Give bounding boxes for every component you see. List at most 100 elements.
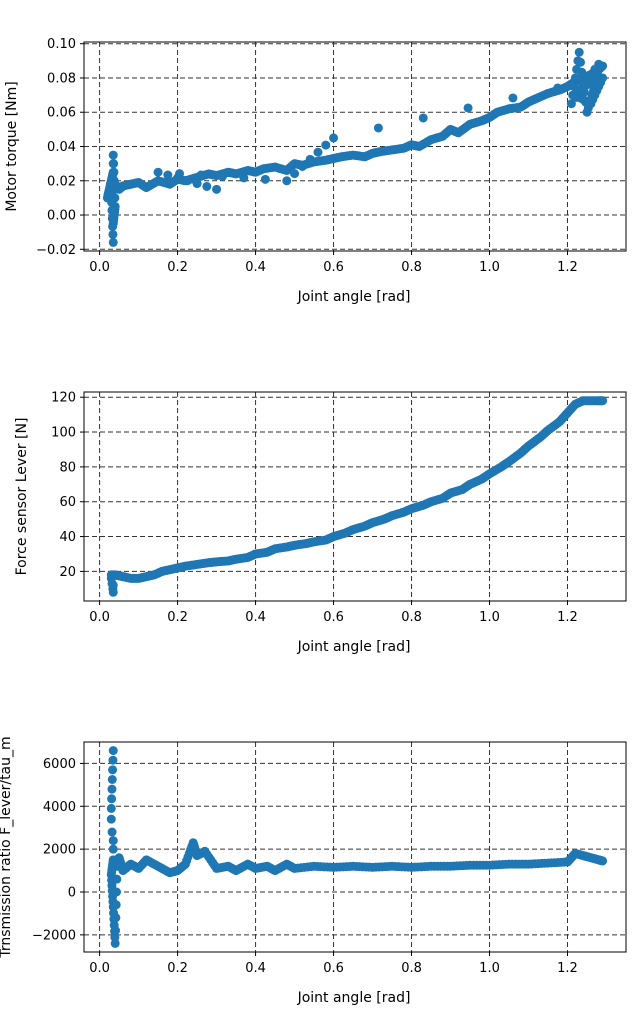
scatter-point bbox=[109, 159, 119, 169]
scatter-point bbox=[463, 103, 473, 113]
y-axis-label: Motor torque [Nm] bbox=[4, 81, 20, 211]
scatter-point bbox=[364, 862, 374, 872]
scatter-point bbox=[153, 167, 163, 177]
x-tick-label: 0.0 bbox=[89, 260, 110, 275]
scatter-point bbox=[111, 926, 121, 936]
scatter-point bbox=[173, 173, 183, 183]
scatter-point bbox=[107, 213, 117, 223]
scatter-point bbox=[110, 932, 120, 942]
transmission-ratio-panel: 0.0 0.2 0.4 0.6 0.8 1.0 1.2 −2000 0 2000 4000 6000 J… bbox=[0, 736, 627, 1006]
scatter-point bbox=[597, 856, 607, 866]
y-tick-label: 0.06 bbox=[47, 106, 76, 121]
scatter-point bbox=[423, 861, 433, 871]
scatter-point bbox=[321, 140, 331, 150]
scatter-point bbox=[384, 861, 394, 871]
scatter-point bbox=[553, 83, 563, 93]
scatter-point bbox=[108, 746, 118, 756]
scatter-point bbox=[597, 396, 607, 406]
scatter-point bbox=[566, 99, 576, 109]
scatter-point bbox=[325, 862, 335, 872]
y-tick-label: 0 bbox=[68, 886, 76, 901]
scatter-point bbox=[260, 174, 270, 184]
scatter-point bbox=[329, 133, 339, 143]
scatter-point bbox=[576, 57, 586, 67]
y-tick-label: 0.10 bbox=[47, 37, 76, 52]
scatter-point bbox=[108, 237, 118, 247]
scatter-point bbox=[217, 171, 227, 181]
scatter-point bbox=[577, 67, 587, 77]
x-tick-label: 1.2 bbox=[557, 260, 578, 275]
scatter-point bbox=[111, 900, 121, 910]
scatter-point bbox=[107, 775, 117, 784]
x-tick-label: 1.0 bbox=[479, 260, 500, 275]
plot-frame bbox=[83, 391, 627, 602]
scatter-point bbox=[108, 755, 118, 765]
x-tick-label: 1.0 bbox=[479, 961, 500, 976]
y-tick-label: 40 bbox=[59, 530, 76, 545]
x-tick-label: 0.4 bbox=[245, 260, 266, 275]
x-tick-label: 0.8 bbox=[401, 961, 422, 976]
y-tick-label: 0.08 bbox=[47, 71, 76, 86]
scatter-point bbox=[313, 147, 323, 157]
scatter-point bbox=[108, 844, 118, 854]
scatter-point bbox=[306, 862, 316, 872]
motor-torque-panel: 0.0 0.2 0.4 0.6 0.8 1.0 1.2 −0.02 0.00 0.02 0.04 0.… bbox=[4, 37, 627, 305]
scatter-point bbox=[108, 765, 118, 775]
scatter-point bbox=[106, 814, 116, 824]
scatter-point bbox=[373, 123, 383, 133]
scatter-point bbox=[418, 113, 428, 123]
scatter-point bbox=[297, 161, 307, 171]
scatter-point bbox=[112, 874, 122, 884]
scatter-point bbox=[163, 170, 173, 180]
x-tick-label: 0.2 bbox=[167, 610, 188, 625]
scatter-point bbox=[111, 887, 121, 897]
scatter-point bbox=[196, 170, 206, 180]
scatter-point bbox=[107, 794, 117, 804]
y-tick-label: −0.02 bbox=[36, 243, 76, 258]
scatter-point bbox=[111, 913, 121, 923]
y-tick-label: 120 bbox=[51, 391, 76, 406]
y-tick-label: 4000 bbox=[43, 800, 76, 815]
scatter-point bbox=[501, 859, 511, 869]
scatter-point bbox=[239, 173, 249, 183]
x-tick-label: 1.2 bbox=[557, 961, 578, 976]
y-axis-label: Force sensor Lever [N] bbox=[14, 418, 30, 576]
scatter-point bbox=[108, 221, 118, 231]
x-axis-label: Joint angle [rad] bbox=[297, 990, 411, 1006]
scatter-point bbox=[540, 858, 550, 868]
plot-frame bbox=[83, 741, 627, 953]
y-axis-label: Trnsmission ratio F_lever/tau_m bbox=[0, 736, 14, 958]
x-tick-label: 0.6 bbox=[323, 260, 344, 275]
x-tick-label: 0.0 bbox=[89, 961, 110, 976]
x-tick-label: 1.0 bbox=[479, 610, 500, 625]
y-tick-label: 2000 bbox=[43, 843, 76, 858]
scatter-point bbox=[345, 861, 355, 871]
scatter-point bbox=[481, 860, 491, 870]
x-tick-label: 0.8 bbox=[401, 260, 422, 275]
scatter-point bbox=[108, 836, 118, 846]
scatter-point bbox=[106, 803, 116, 813]
scatter-point bbox=[596, 77, 606, 87]
x-axis-label: Joint angle [rad] bbox=[297, 289, 411, 305]
scatter-point bbox=[202, 181, 212, 191]
scatter-point bbox=[520, 859, 530, 869]
x-tick-label: 0.4 bbox=[245, 961, 266, 976]
y-tick-label: 0.00 bbox=[47, 209, 76, 224]
x-tick-label: 0.0 bbox=[89, 610, 110, 625]
scatter-point bbox=[462, 860, 472, 870]
x-tick-label: 0.6 bbox=[323, 610, 344, 625]
scatter-point bbox=[107, 205, 117, 215]
scatter-point bbox=[107, 784, 117, 794]
scatter-point bbox=[108, 580, 118, 590]
y-tick-label: 0.02 bbox=[47, 174, 76, 189]
scatter-point bbox=[107, 867, 117, 877]
scatter-point bbox=[107, 197, 117, 207]
scatter-point bbox=[305, 154, 315, 164]
scatter-points bbox=[102, 47, 608, 247]
scatter-points bbox=[106, 396, 608, 597]
scatter-point bbox=[442, 861, 452, 871]
scatter-point bbox=[403, 862, 413, 872]
y-tick-label: 80 bbox=[59, 460, 76, 475]
scatter-points bbox=[106, 746, 608, 948]
scatter-point bbox=[108, 587, 118, 597]
